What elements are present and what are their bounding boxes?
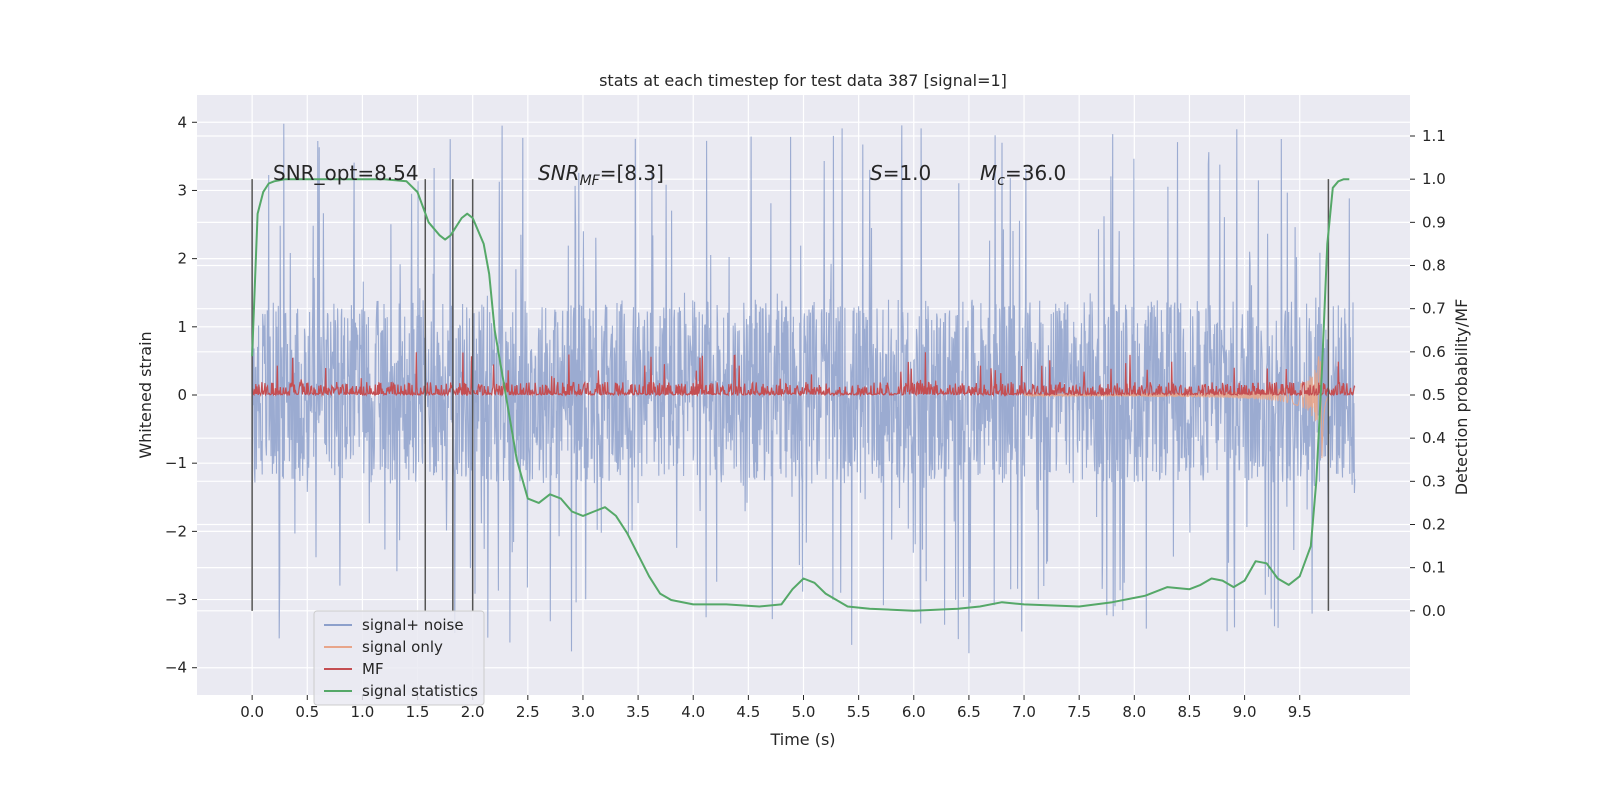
series-layer [251, 123, 1356, 654]
y-right-tick-label: 0.4 [1422, 429, 1446, 447]
annotation-mc-symbol: M [980, 161, 997, 185]
chart-title: stats at each timestep for test data 387… [599, 71, 1007, 90]
annotation-snr-opt: SNR_opt=8.54 [273, 161, 419, 185]
x-axis-label: Time (s) [769, 730, 835, 749]
y-right-tick-label: 0.2 [1422, 515, 1446, 533]
x-tick-label: 5.5 [847, 703, 871, 721]
annotation-snr-mf: SNRMF=[8.3] [538, 161, 664, 189]
annotation-s: S=1.0 [870, 161, 931, 185]
legend: signal+ noise signal only MF signal stat… [313, 610, 485, 706]
series-signal-statistics [251, 178, 1350, 612]
legend-label-mf: MF [362, 660, 384, 678]
x-tick-label: 7.0 [1012, 703, 1036, 721]
x-tick-label: 9.5 [1288, 703, 1312, 721]
y-left-tick-label: 4 [177, 113, 187, 131]
annotation-mc: Mc=36.0 [980, 161, 1066, 189]
y-right-tick-label: 0.6 [1422, 343, 1446, 361]
x-tick-label: 6.0 [902, 703, 926, 721]
legend-label-signal-only: signal only [362, 638, 443, 656]
legend-box [313, 610, 485, 706]
y-left-tick-label: 0 [177, 386, 187, 404]
y-axis-label-left: Whitened strain [136, 331, 155, 458]
y-right-tick-label: 0.3 [1422, 472, 1446, 490]
y-right-tick-label: 0.0 [1422, 602, 1446, 620]
x-tick-label: 7.5 [1067, 703, 1091, 721]
y-left-tick-label: 1 [177, 318, 187, 336]
vlines-layer [251, 178, 1350, 612]
annotation-snr-mf-sub: MF [580, 173, 601, 189]
x-tick-label: 4.5 [736, 703, 760, 721]
y-right-tick-label: 1.1 [1422, 127, 1446, 145]
x-tick-label: 8.5 [1178, 703, 1202, 721]
x-tick-label: 1.5 [406, 703, 430, 721]
y-axis-label-right: Detection probability/MF [1452, 299, 1471, 496]
annotation-mc-value: =36.0 [1005, 161, 1066, 185]
y-left-tick-label: −1 [165, 454, 187, 472]
y-right-tick-label: 0.8 [1422, 257, 1446, 275]
x-tick-label: 8.0 [1122, 703, 1146, 721]
y-right-tick-label: 0.1 [1422, 559, 1446, 577]
y-left-tick-label: 3 [177, 181, 187, 199]
x-tick-label: 0.0 [240, 703, 264, 721]
y-left-tick-label: −3 [165, 591, 187, 609]
y-left-tick-label: −4 [165, 659, 187, 677]
legend-label-signal-noise: signal+ noise [362, 616, 464, 634]
annotation-snr-mf-value: =[8.3] [600, 161, 664, 185]
y-right-tick-label: 0.5 [1422, 386, 1446, 404]
series-signal-noise [251, 123, 1356, 654]
x-tick-label: 0.5 [295, 703, 319, 721]
y-right-tick-label: 1.0 [1422, 170, 1446, 188]
x-tick-label: 2.5 [516, 703, 540, 721]
series-mf [251, 352, 1356, 398]
y-right-tick-label: 0.9 [1422, 213, 1446, 231]
x-tick-label: 3.0 [571, 703, 595, 721]
annotation-s-value: =1.0 [883, 161, 932, 185]
x-tick-label: 9.0 [1233, 703, 1257, 721]
x-tick-label: 6.5 [957, 703, 981, 721]
x-tick-label: 1.0 [350, 703, 374, 721]
x-tick-label: 2.0 [461, 703, 485, 721]
x-tick-label: 4.0 [681, 703, 705, 721]
ticks-layer: 0.0 0.5 1.0 1.5 2.0 2.5 3.0 3.5 4.0 4.5 5.0 5.5 6.0 6… [165, 113, 1446, 721]
y-right-tick-label: 0.7 [1422, 300, 1446, 318]
annotation-snr-mf-prefix: SNR [538, 161, 580, 185]
x-tick-label: 5.0 [792, 703, 816, 721]
legend-label-signal-statistics: signal statistics [362, 682, 478, 700]
annotation-s-symbol: S [870, 161, 883, 185]
x-tick-label: 3.5 [626, 703, 650, 721]
y-left-tick-label: −2 [165, 522, 187, 540]
annotation-mc-sub: c [997, 173, 1005, 189]
y-left-tick-label: 2 [177, 250, 187, 268]
